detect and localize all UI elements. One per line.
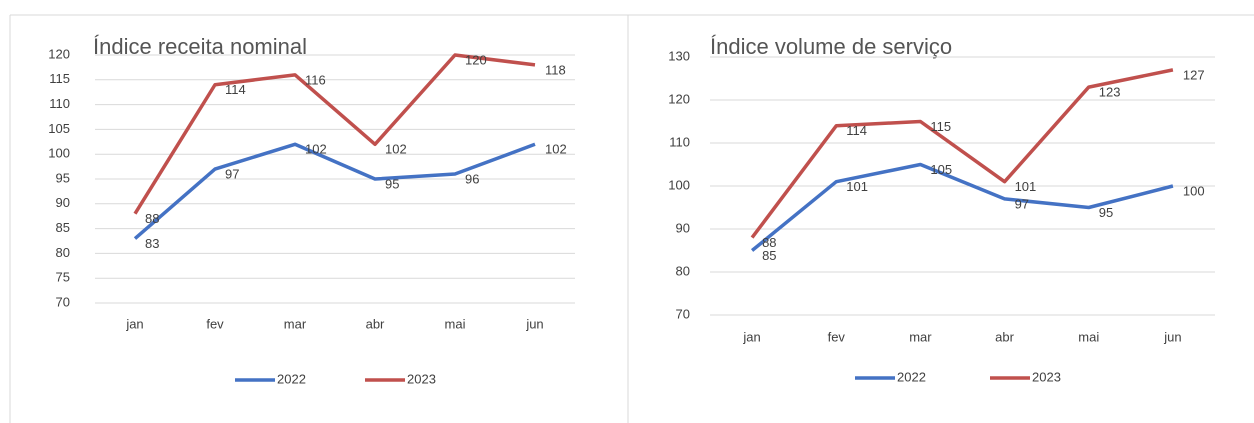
data-label: 101 [1015, 179, 1037, 194]
y-tick-label: 120 [668, 91, 690, 106]
series-line [750, 68, 1174, 239]
data-label: 118 [545, 62, 566, 77]
data-label: 83 [145, 236, 159, 251]
x-tick-label: mai [445, 316, 466, 331]
x-tick-label: mar [284, 316, 307, 331]
data-label: 115 [930, 119, 951, 134]
data-label: 105 [930, 162, 952, 177]
x-tick-label: jan [742, 329, 760, 344]
y-tick-label: 70 [56, 294, 70, 309]
x-tick-label: fev [206, 316, 224, 331]
data-label: 88 [762, 235, 776, 250]
legend-label: 2023 [1032, 369, 1061, 384]
y-tick-label: 90 [56, 195, 70, 210]
x-tick-label: mar [909, 329, 932, 344]
y-tick-label: 105 [48, 121, 70, 136]
data-label: 97 [1015, 196, 1029, 211]
x-tick-label: mai [1078, 329, 1099, 344]
data-label: 123 [1099, 85, 1121, 100]
x-tick-label: jun [1163, 329, 1181, 344]
y-tick-label: 110 [669, 134, 690, 149]
y-tick-label: 70 [676, 306, 690, 321]
data-label: 120 [465, 52, 487, 67]
y-tick-label: 75 [56, 270, 70, 285]
data-label: 114 [846, 123, 867, 138]
x-tick-label: jan [125, 316, 143, 331]
y-tick-label: 110 [49, 96, 70, 111]
legend-label: 2022 [897, 369, 926, 384]
data-label: 100 [1183, 183, 1205, 198]
series-line [750, 162, 1174, 252]
chart-title: Índice volume de serviço [710, 34, 952, 59]
y-tick-label: 80 [56, 245, 70, 260]
legend-label: 2022 [277, 371, 306, 386]
y-tick-label: 130 [668, 48, 690, 63]
y-tick-label: 115 [49, 71, 70, 86]
data-label: 95 [385, 176, 399, 191]
data-label: 88 [145, 211, 159, 226]
data-label: 102 [545, 142, 567, 157]
data-label: 116 [305, 72, 326, 87]
series-line [133, 53, 536, 215]
x-tick-label: fev [828, 329, 846, 344]
x-tick-label: abr [366, 316, 385, 331]
data-label: 97 [225, 167, 239, 182]
y-tick-label: 100 [668, 177, 690, 192]
legend-label: 2023 [407, 371, 436, 386]
x-tick-label: abr [995, 329, 1014, 344]
data-label: 96 [465, 171, 479, 186]
data-label: 85 [762, 248, 776, 263]
data-label: 102 [385, 142, 407, 157]
data-label: 127 [1183, 67, 1205, 82]
data-label: 101 [846, 179, 868, 194]
series-line [133, 142, 536, 240]
y-tick-label: 100 [48, 146, 70, 161]
y-tick-label: 120 [48, 46, 70, 61]
data-label: 102 [305, 142, 327, 157]
y-tick-label: 95 [56, 170, 70, 185]
x-tick-label: jun [525, 316, 543, 331]
y-tick-label: 80 [676, 263, 690, 278]
data-label: 95 [1099, 205, 1113, 220]
y-tick-label: 90 [676, 220, 690, 235]
data-label: 114 [225, 82, 246, 97]
y-tick-label: 85 [56, 220, 70, 235]
